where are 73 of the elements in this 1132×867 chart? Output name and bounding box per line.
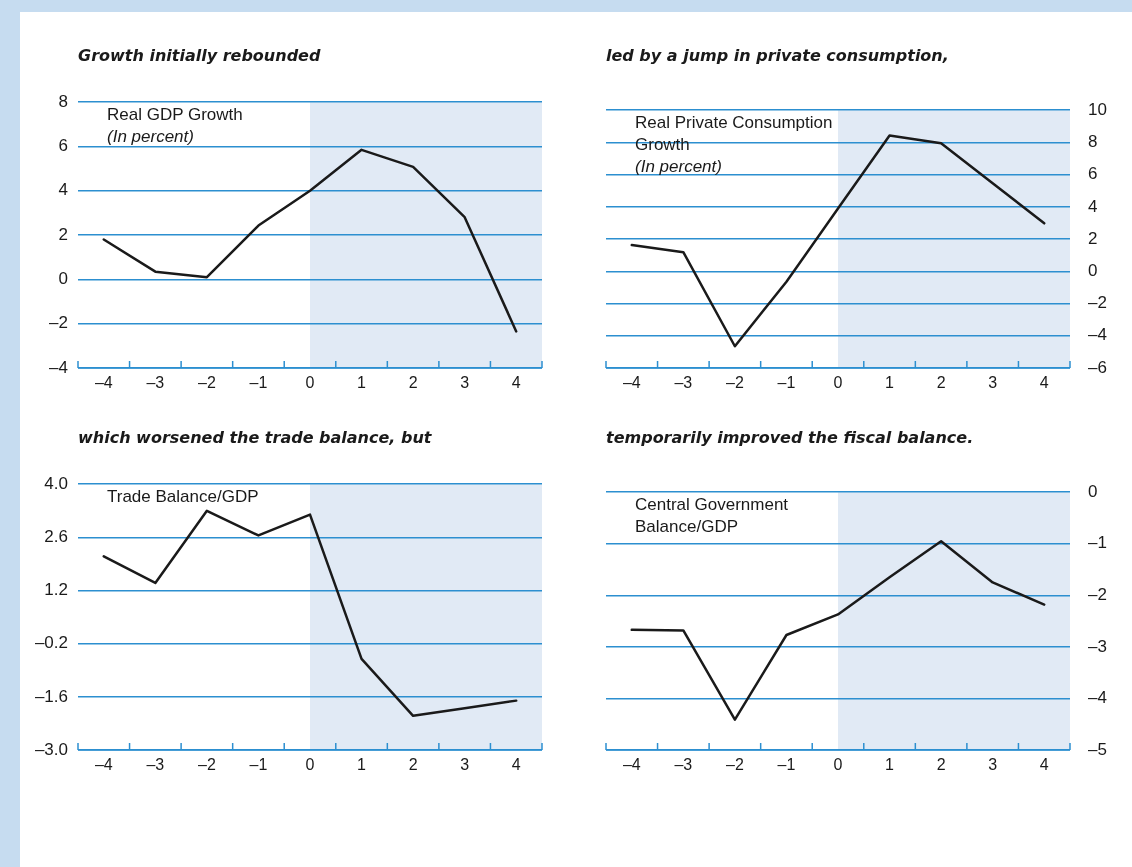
y-tick-label: –2 <box>1088 585 1107 605</box>
x-tick-label: –4 <box>94 374 113 392</box>
x-tick-label: 0 <box>305 756 315 774</box>
x-tick-label: 3 <box>460 374 470 392</box>
y-tick-label: –3 <box>1088 636 1107 656</box>
x-tick-label: 4 <box>511 756 521 774</box>
x-tick-label: 4 <box>1039 374 1049 392</box>
x-tick-label: –2 <box>197 756 216 774</box>
y-tick-label: –4 <box>1088 688 1107 708</box>
x-tick-label: 2 <box>408 756 418 774</box>
chart-title: Growth initially rebounded <box>78 46 321 65</box>
x-tick-label: –2 <box>197 374 216 392</box>
y-tick-label: 6 <box>58 136 68 156</box>
chart-subtitle: Real GDP Growth <box>107 104 243 127</box>
x-tick-label: 1 <box>357 756 367 774</box>
y-tick-label: 4.0 <box>44 473 68 493</box>
y-tick-label: –4 <box>1088 325 1107 345</box>
y-tick-label: 0 <box>1088 261 1098 281</box>
chart-title: which worsened the trade balance, but <box>78 428 432 447</box>
x-tick-label: –3 <box>674 756 693 774</box>
x-tick-label: 3 <box>460 756 470 774</box>
y-tick-label: 1.2 <box>44 580 68 600</box>
x-tick-label: 2 <box>408 374 418 392</box>
y-tick-label: –6 <box>1088 357 1107 377</box>
y-tick-label: –0.2 <box>34 633 68 653</box>
x-tick-label: 1 <box>885 756 895 774</box>
x-tick-label: 4 <box>511 374 521 392</box>
x-tick-label: 2 <box>936 374 946 392</box>
x-tick-label: –2 <box>725 374 744 392</box>
x-tick-label: –4 <box>622 374 641 392</box>
y-tick-label: –2 <box>1088 293 1107 313</box>
x-tick-label: –1 <box>777 756 796 774</box>
y-tick-label: –4 <box>49 357 68 377</box>
annotation: (In percent) <box>635 156 723 179</box>
chart-title: temporarily improved the fiscal balance. <box>606 428 974 447</box>
x-tick-label: 0 <box>833 374 843 392</box>
y-tick-label: –1 <box>1088 533 1107 553</box>
x-tick-label: 2 <box>936 756 946 774</box>
y-tick-label: 8 <box>1088 132 1098 152</box>
x-tick-label: 1 <box>357 374 367 392</box>
y-tick-label: 2 <box>1088 228 1098 248</box>
y-tick-label: –5 <box>1088 739 1107 759</box>
x-tick-label: 0 <box>833 756 843 774</box>
x-tick-label: –3 <box>674 374 693 392</box>
y-tick-label: 10 <box>1088 99 1107 119</box>
y-tick-label: –3.0 <box>34 739 68 759</box>
y-tick-label: 6 <box>1088 164 1098 184</box>
x-tick-label: –2 <box>725 756 744 774</box>
x-tick-label: –3 <box>146 374 165 392</box>
annotation: (In percent) <box>107 126 195 149</box>
chart-subtitle: Trade Balance/GDP <box>107 486 259 509</box>
text: Central Government Balance/GDP <box>635 494 790 539</box>
y-tick-label: 8 <box>58 91 68 111</box>
y-tick-label: –1.6 <box>34 686 68 706</box>
x-tick-label: –3 <box>146 756 165 774</box>
x-tick-label: –4 <box>622 756 641 774</box>
y-tick-label: 4 <box>58 180 68 200</box>
x-tick-label: –1 <box>777 374 796 392</box>
x-tick-label: 4 <box>1039 756 1049 774</box>
y-tick-label: 2.6 <box>44 527 68 547</box>
x-tick-label: 0 <box>305 374 315 392</box>
x-tick-label: –4 <box>94 756 113 774</box>
y-tick-label: 2 <box>58 224 68 244</box>
y-tick-label: 0 <box>58 269 68 289</box>
x-tick-label: –1 <box>249 756 268 774</box>
x-tick-label: –1 <box>249 374 268 392</box>
x-tick-label: 1 <box>885 374 895 392</box>
y-tick-label: –2 <box>49 313 68 333</box>
y-tick-label: 0 <box>1088 481 1098 501</box>
x-tick-label: 3 <box>988 756 998 774</box>
chart-title: led by a jump in private consumption, <box>606 46 949 65</box>
x-tick-label: 3 <box>988 374 998 392</box>
y-tick-label: 4 <box>1088 196 1098 216</box>
